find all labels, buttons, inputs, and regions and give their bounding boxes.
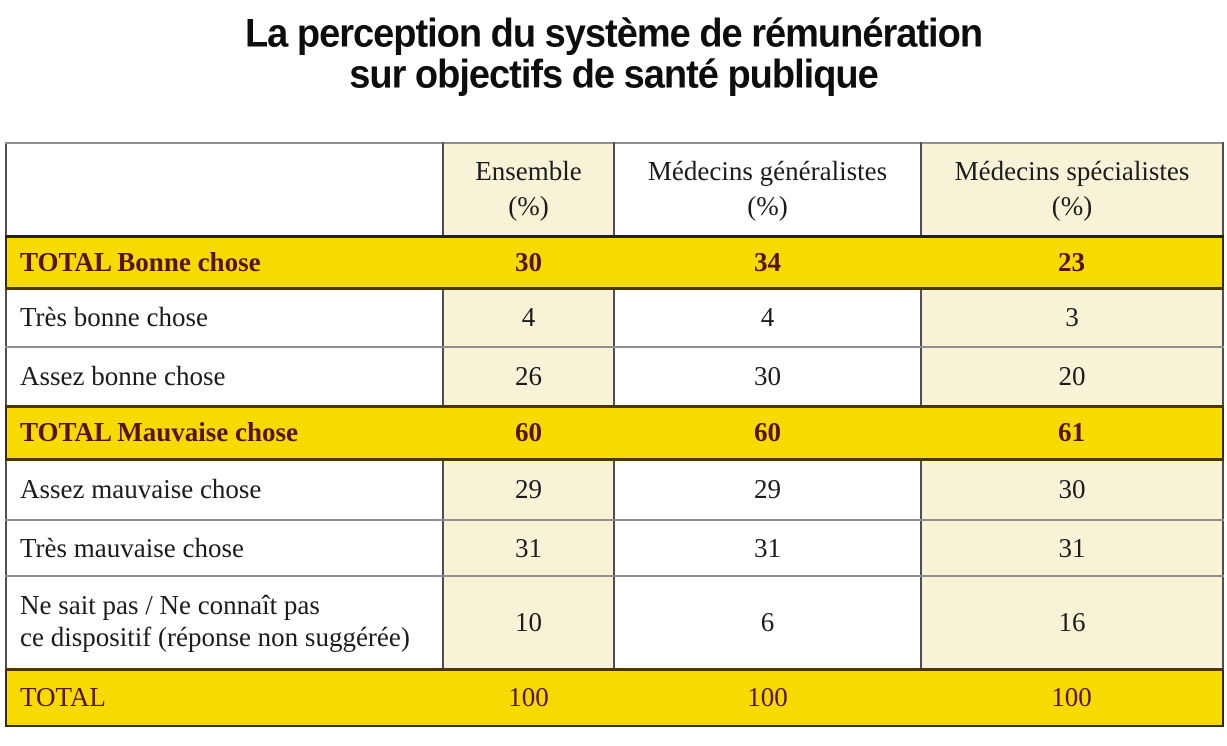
value-cell-ensemble: 30: [443, 234, 614, 290]
page-title-line1: La perception du système de rémunération: [244, 12, 983, 56]
value-cell-specialistes: 100: [921, 667, 1223, 727]
table-row-total-mauvaise-chose: TOTAL Mauvaise chose 60 60 61: [6, 404, 1223, 461]
table-row-total-bonne-chose: TOTAL Bonne chose 30 34 23: [6, 234, 1223, 290]
value-cell-generalistes: 100: [614, 667, 921, 727]
value-cell-ensemble: 31: [442, 519, 615, 577]
value-cell-generalistes: 30: [613, 346, 922, 407]
row-label: TOTAL: [6, 667, 443, 727]
row-label: Très mauvaise chose: [5, 519, 444, 577]
row-label: TOTAL Mauvaise chose: [6, 404, 443, 461]
table-row-tres-bonne-chose: Très bonne chose 4 4 3: [5, 287, 1224, 348]
header-label: Ensemble: [475, 156, 582, 187]
row-label-line2: ce dispositif (réponse non suggérée): [20, 622, 410, 653]
table-row-tres-mauvaise-chose: Très mauvaise chose 31 31 31: [5, 519, 1224, 577]
value-cell-generalistes: 34: [614, 234, 921, 290]
header-row: Ensemble (%) Médecins généralistes (%) M…: [5, 142, 1224, 238]
value-cell-ensemble: 100: [443, 667, 614, 727]
value-cell-generalistes: 31: [613, 519, 922, 577]
row-label-line1: Ne sait pas / Ne connaît pas: [20, 590, 320, 621]
value-cell-ensemble: 26: [442, 346, 615, 407]
value-cell-specialistes: 30: [920, 458, 1224, 521]
value-cell-generalistes: 6: [613, 575, 922, 670]
results-table: Ensemble (%) Médecins généralistes (%) M…: [5, 142, 1224, 727]
value-cell-ensemble: 4: [442, 287, 615, 348]
table-row-ne-sait-pas: Ne sait pas / Ne connaît pas ce disposit…: [5, 575, 1224, 670]
header-label: Médecins spécialistes: [954, 156, 1190, 187]
value-cell-specialistes: 20: [920, 346, 1224, 407]
table-row-assez-bonne-chose: Assez bonne chose 26 30 20: [5, 346, 1224, 407]
value-cell-generalistes: 29: [613, 458, 922, 521]
header-cell-empty: [5, 142, 444, 238]
value-cell-ensemble: 60: [443, 404, 614, 461]
row-label: Assez bonne chose: [5, 346, 444, 407]
value-cell-generalistes: 60: [614, 404, 921, 461]
value-cell-specialistes: 61: [921, 404, 1223, 461]
value-cell-specialistes: 31: [920, 519, 1224, 577]
value-cell-generalistes: 4: [613, 287, 922, 348]
page-title: La perception du système de rémunération…: [0, 0, 1227, 97]
table-row-assez-mauvaise-chose: Assez mauvaise chose 29 29 30: [5, 458, 1224, 521]
header-label: Médecins généralistes: [647, 156, 888, 187]
header-unit: (%): [508, 191, 549, 222]
row-label: Très bonne chose: [5, 287, 444, 348]
table-row-total: TOTAL 100 100 100: [6, 667, 1223, 727]
page-title-line2: sur objectifs de santé publique: [349, 53, 879, 97]
value-cell-specialistes: 23: [921, 234, 1223, 290]
value-cell-specialistes: 3: [920, 287, 1224, 348]
row-label: TOTAL Bonne chose: [6, 234, 443, 290]
header-cell-specialistes: Médecins spécialistes (%): [920, 142, 1224, 238]
value-cell-ensemble: 29: [442, 458, 615, 521]
row-label: Assez mauvaise chose: [5, 458, 444, 521]
header-cell-generalistes: Médecins généralistes (%): [613, 142, 922, 238]
header-unit: (%): [1051, 191, 1093, 222]
row-label: Ne sait pas / Ne connaît pas ce disposit…: [5, 575, 444, 670]
header-cell-ensemble: Ensemble (%): [442, 142, 615, 238]
header-unit: (%): [747, 191, 788, 222]
value-cell-ensemble: 10: [442, 575, 615, 670]
value-cell-specialistes: 16: [920, 575, 1224, 670]
